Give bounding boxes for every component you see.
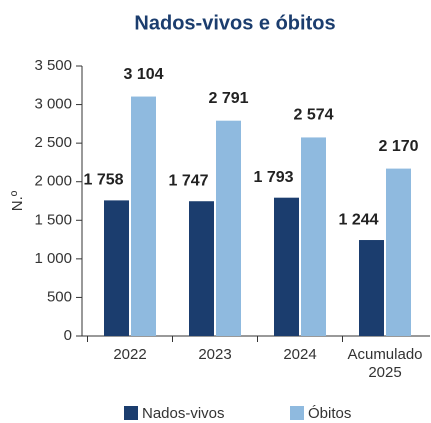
value-label: 1 758	[83, 172, 123, 189]
y-tick-label: 2 000	[34, 173, 72, 190]
value-label: 3 104	[123, 66, 163, 83]
value-label: 1 747	[168, 172, 208, 189]
chart-title: Nados-vivos e óbitos	[134, 12, 335, 34]
y-axis-label: N.º	[9, 190, 26, 211]
y-tick-label: 2 500	[34, 134, 72, 151]
x-tick-label: 2024	[283, 346, 317, 363]
legend-swatch	[290, 406, 304, 420]
bar	[386, 168, 411, 336]
y-tick-label: 1 500	[34, 211, 72, 228]
bar	[301, 137, 326, 336]
bar	[104, 200, 129, 336]
y-tick-label: 3 000	[34, 96, 72, 113]
legend-label: Óbitos	[308, 405, 351, 422]
x-tick-label: 2023	[198, 346, 232, 363]
value-label: 1 793	[253, 169, 293, 186]
value-label: 2 574	[293, 107, 333, 124]
value-label: 1 244	[338, 211, 378, 228]
x-tick-label: 2022	[113, 346, 147, 363]
bar	[131, 96, 156, 336]
legend-label: Nados-vivos	[142, 405, 225, 422]
bar	[189, 201, 214, 336]
bar	[216, 120, 241, 337]
legend-swatch	[124, 406, 138, 420]
x-tick-label: Acumulado 2025	[347, 346, 423, 381]
y-tick-label: 500	[47, 288, 72, 305]
y-tick-label: 0	[64, 327, 72, 344]
y-tick-label: 1 000	[34, 250, 72, 267]
value-label: 2 170	[378, 138, 418, 155]
bar	[274, 197, 299, 336]
value-label: 2 791	[208, 90, 248, 107]
bar	[359, 240, 384, 336]
y-tick-label: 3 500	[34, 57, 72, 74]
